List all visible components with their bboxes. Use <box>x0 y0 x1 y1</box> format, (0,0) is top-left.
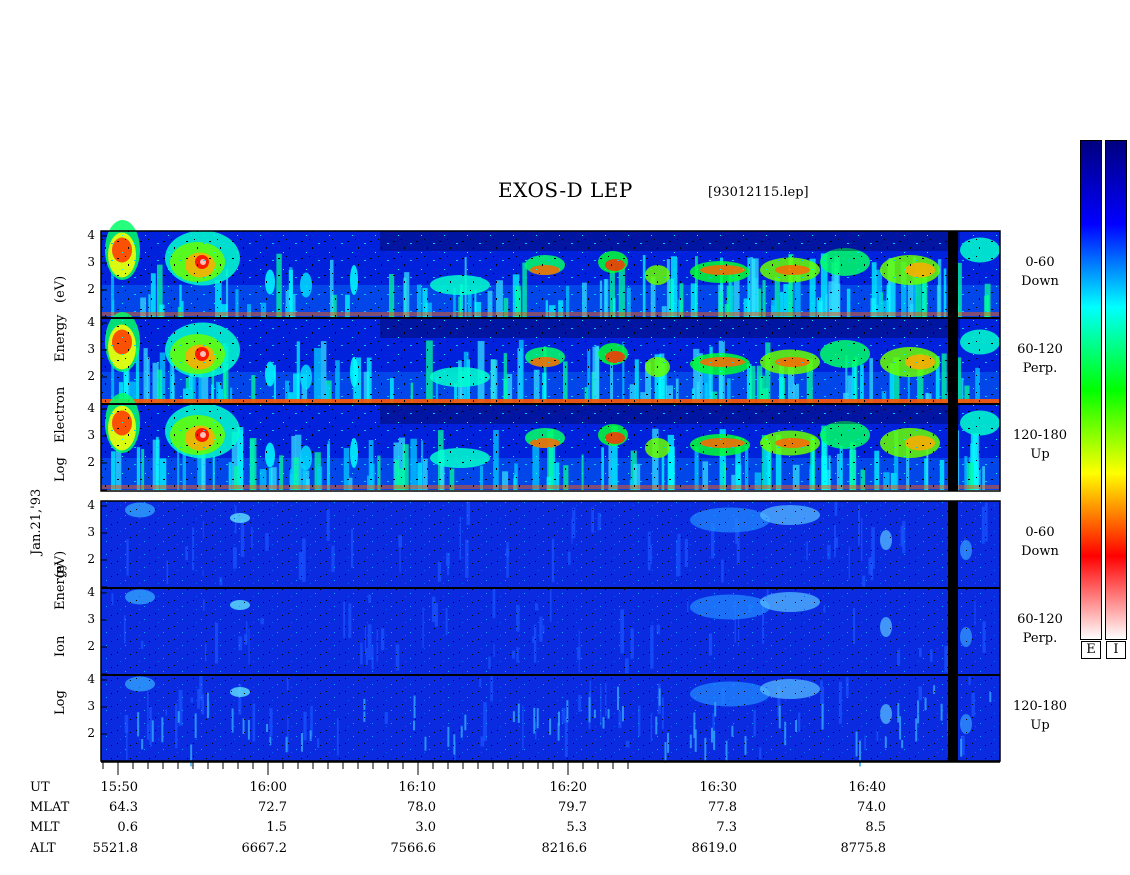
ion-colorbar-label: I <box>1106 641 1126 659</box>
time-row-value: 5.3 <box>566 820 587 835</box>
y-tick-label: 4 <box>87 585 95 599</box>
time-row-value: 8619.0 <box>691 841 738 856</box>
time-row-name: MLT <box>30 820 60 835</box>
time-row-value: 7.3 <box>716 820 737 835</box>
time-row-value: 16:00 <box>249 780 287 795</box>
file-label: [93012115.lep] <box>708 185 809 200</box>
electron-panel-1 <box>101 312 1000 405</box>
date-label: Jan.21,'93 <box>29 488 44 555</box>
time-row-name: UT <box>30 780 50 795</box>
time-row-value: 6667.2 <box>241 841 288 856</box>
y-tick-label: 3 <box>87 525 95 539</box>
time-row-value: 77.8 <box>708 800 737 815</box>
pitch-direction: Down <box>1021 544 1059 559</box>
time-row-value: 16:40 <box>848 780 886 795</box>
electron-ylabel-word: Electron <box>53 386 68 443</box>
panel-pitch-label: 0-60 Down <box>1000 523 1080 561</box>
pitch-direction: Down <box>1021 274 1059 289</box>
ion-ylabel-word: (eV) <box>53 550 68 578</box>
ion-panel-0 <box>101 501 1000 588</box>
time-row-value: 74.0 <box>857 800 886 815</box>
time-row-value: 16:20 <box>549 780 587 795</box>
ion-ylabel-word: Log <box>53 690 68 715</box>
time-row-value: 7566.6 <box>390 841 437 856</box>
pitch-range: 60-120 <box>1017 612 1063 627</box>
time-row-value: 8216.6 <box>541 841 588 856</box>
pitch-range: 0-60 <box>1025 255 1055 270</box>
y-tick-label: 2 <box>87 639 95 653</box>
electron-panel-2 <box>101 393 1000 491</box>
pitch-direction: Up <box>1030 447 1050 462</box>
electron-ylabel-word: Energy <box>53 314 68 362</box>
time-row-value: 5521.8 <box>92 841 139 856</box>
y-tick-label: 2 <box>87 552 95 566</box>
electron-panel-0 <box>101 220 1000 318</box>
pitch-direction: Perp. <box>1022 631 1058 646</box>
y-tick-label: 4 <box>87 228 95 242</box>
chart-title: EXOS-D LEP <box>498 178 633 202</box>
y-tick-label: 2 <box>87 455 95 469</box>
y-tick-label: 2 <box>87 369 95 383</box>
y-tick-label: 3 <box>87 428 95 442</box>
y-tick-label: 2 <box>87 726 95 740</box>
time-row-value: 64.3 <box>109 800 138 815</box>
time-row-value: 8.5 <box>865 820 886 835</box>
pitch-range: 120-180 <box>1012 699 1068 714</box>
electron-frame <box>100 230 1001 492</box>
panel-pitch-label: 0-60 Down <box>1000 253 1080 291</box>
electron-colorbar-label: E <box>1081 641 1101 659</box>
time-row-value: 79.7 <box>558 800 587 815</box>
panel-pitch-label: 60-120 Perp. <box>1000 340 1080 378</box>
y-tick-label: 3 <box>87 255 95 269</box>
y-tick-label: 4 <box>87 672 95 686</box>
y-tick-label: 4 <box>87 498 95 512</box>
y-tick-label: 3 <box>87 342 95 356</box>
panel-pitch-label: 60-120 Perp. <box>1000 610 1080 648</box>
time-row-value: 16:10 <box>398 780 436 795</box>
time-row-name: ALT <box>30 841 56 856</box>
time-row-value: 78.0 <box>407 800 436 815</box>
electron-ylabel-word: (eV) <box>53 275 68 303</box>
y-tick-label: 4 <box>87 401 95 415</box>
time-row-value: 3.0 <box>415 820 436 835</box>
y-tick-label: 3 <box>87 699 95 713</box>
time-row-value: 72.7 <box>258 800 287 815</box>
ion-colorbar <box>1105 140 1127 640</box>
ion-panel-2 <box>101 675 1000 767</box>
ion-panel-1 <box>101 588 1000 675</box>
time-row-value: 16:30 <box>699 780 737 795</box>
y-tick-label: 2 <box>87 282 95 296</box>
time-row-value: 1.5 <box>266 820 287 835</box>
pitch-range: 120-180 <box>1012 428 1068 443</box>
time-row-name: MLAT <box>30 800 70 815</box>
time-row-value: 8775.8 <box>840 841 887 856</box>
ion-ylabel-word: Ion <box>53 635 68 657</box>
time-row-value: 15:50 <box>100 780 138 795</box>
panel-pitch-label: 120-180 Up <box>1000 697 1080 735</box>
pitch-range: 0-60 <box>1025 525 1055 540</box>
electron-ylabel-word: Log <box>53 457 68 482</box>
y-tick-label: 3 <box>87 612 95 626</box>
electron-colorbar <box>1080 140 1102 640</box>
y-tick-label: 4 <box>87 315 95 329</box>
pitch-direction: Up <box>1030 718 1050 733</box>
time-row-value: 0.6 <box>117 820 138 835</box>
ion-frame <box>100 500 1001 762</box>
pitch-direction: Perp. <box>1022 361 1058 376</box>
panel-pitch-label: 120-180 Up <box>1000 426 1080 464</box>
pitch-range: 60-120 <box>1017 342 1063 357</box>
